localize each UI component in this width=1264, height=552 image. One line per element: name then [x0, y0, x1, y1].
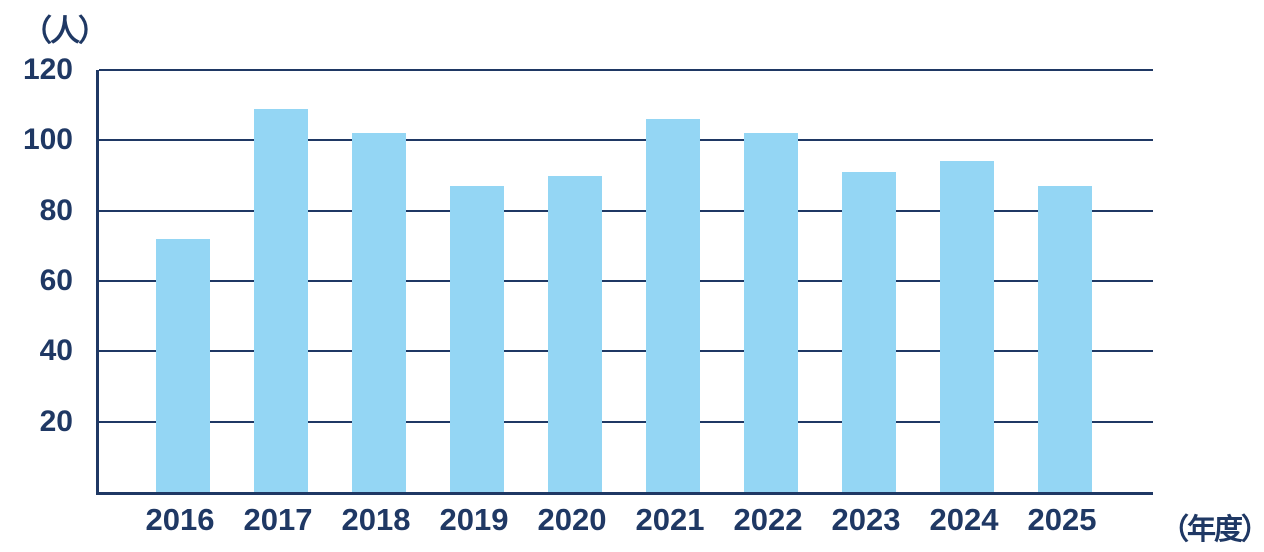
bar-2016	[156, 238, 210, 492]
gridline-40	[99, 350, 1153, 353]
y-tick-label-60: 60	[39, 264, 73, 297]
x-tick-label-2025: 2025	[1027, 502, 1097, 537]
gridline-20	[99, 420, 1153, 423]
bar-2019	[450, 186, 504, 492]
bar-slot-2016	[134, 70, 232, 492]
bar-slot-2022	[722, 70, 820, 492]
gridline-120	[99, 69, 1153, 71]
y-tick-label-80: 80	[39, 193, 73, 227]
y-axis-unit-label: （人）	[22, 15, 108, 48]
bar-slot-2024	[918, 70, 1016, 492]
x-tick-label-2020: 2020	[537, 502, 607, 537]
bar-2018	[352, 133, 406, 492]
y-tick-label-120: 120	[22, 53, 73, 86]
x-tick-label-2018: 2018	[341, 502, 411, 537]
bar-2017	[254, 108, 308, 492]
y-tick-label-40: 40	[39, 334, 73, 368]
x-axis-tick-labels: 2016 2017 2018 2019 2020 2021 2022 2023 2024 2025	[131, 504, 1111, 535]
x-tick-label-2016: 2016	[145, 502, 215, 537]
bar-slot-2019	[428, 70, 526, 492]
y-tick-label-20: 20	[39, 404, 73, 438]
bar-slot-2023	[820, 70, 918, 492]
x-tick-label-2019: 2019	[439, 502, 509, 537]
bar-2025	[1038, 186, 1092, 492]
x-tick-label-2021: 2021	[635, 502, 705, 537]
gridline-60	[99, 280, 1153, 282]
x-tick-label-2023: 2023	[831, 502, 901, 537]
bar-2020	[548, 175, 602, 492]
bar-slot-2020	[526, 70, 624, 492]
bar-slot-2021	[624, 70, 722, 492]
x-axis-unit-label: （年度）	[1160, 514, 1264, 546]
bar-2022	[744, 133, 798, 492]
bar-series	[134, 70, 1114, 492]
bar-2024	[940, 161, 994, 492]
bar-2023	[842, 171, 896, 492]
x-tick-label-2017: 2017	[243, 502, 313, 537]
gridline-80	[99, 209, 1153, 212]
bar-slot-2025	[1016, 70, 1114, 492]
bar-slot-2017	[232, 70, 330, 492]
gridline-100	[99, 139, 1153, 142]
bar-2021	[646, 119, 700, 492]
x-tick-label-2022: 2022	[733, 502, 803, 537]
x-tick-label-2024: 2024	[929, 502, 999, 537]
y-tick-label-100: 100	[22, 123, 73, 157]
bar-slot-2018	[330, 70, 428, 492]
plot-area: 120 100 80 60 40 20	[23, 55, 1153, 495]
